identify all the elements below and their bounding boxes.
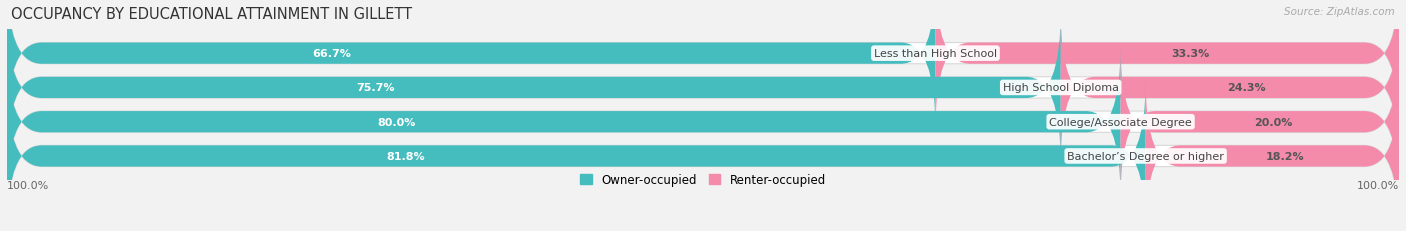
FancyBboxPatch shape [7, 47, 1399, 197]
Text: Bachelor’s Degree or higher: Bachelor’s Degree or higher [1067, 151, 1225, 161]
Text: 100.0%: 100.0% [7, 180, 49, 190]
FancyBboxPatch shape [7, 47, 1121, 197]
FancyBboxPatch shape [7, 0, 1399, 129]
Legend: Owner-occupied, Renter-occupied: Owner-occupied, Renter-occupied [579, 173, 827, 186]
Text: 75.7%: 75.7% [357, 83, 395, 93]
Text: Less than High School: Less than High School [875, 49, 997, 59]
Text: 81.8%: 81.8% [387, 151, 425, 161]
Text: 24.3%: 24.3% [1227, 83, 1265, 93]
Text: Source: ZipAtlas.com: Source: ZipAtlas.com [1284, 7, 1395, 17]
FancyBboxPatch shape [7, 0, 935, 129]
FancyBboxPatch shape [1146, 82, 1399, 231]
Text: 66.7%: 66.7% [312, 49, 352, 59]
FancyBboxPatch shape [935, 0, 1399, 129]
FancyBboxPatch shape [1060, 13, 1399, 163]
Text: OCCUPANCY BY EDUCATIONAL ATTAINMENT IN GILLETT: OCCUPANCY BY EDUCATIONAL ATTAINMENT IN G… [11, 7, 412, 22]
FancyBboxPatch shape [7, 82, 1399, 231]
Text: High School Diploma: High School Diploma [1002, 83, 1119, 93]
Text: 33.3%: 33.3% [1171, 49, 1209, 59]
Text: 18.2%: 18.2% [1265, 151, 1305, 161]
FancyBboxPatch shape [7, 13, 1399, 163]
FancyBboxPatch shape [7, 13, 1060, 163]
Text: 20.0%: 20.0% [1254, 117, 1294, 127]
Text: 100.0%: 100.0% [1357, 180, 1399, 190]
Text: College/Associate Degree: College/Associate Degree [1049, 117, 1192, 127]
Text: 80.0%: 80.0% [378, 117, 416, 127]
FancyBboxPatch shape [7, 82, 1146, 231]
FancyBboxPatch shape [1121, 47, 1399, 197]
